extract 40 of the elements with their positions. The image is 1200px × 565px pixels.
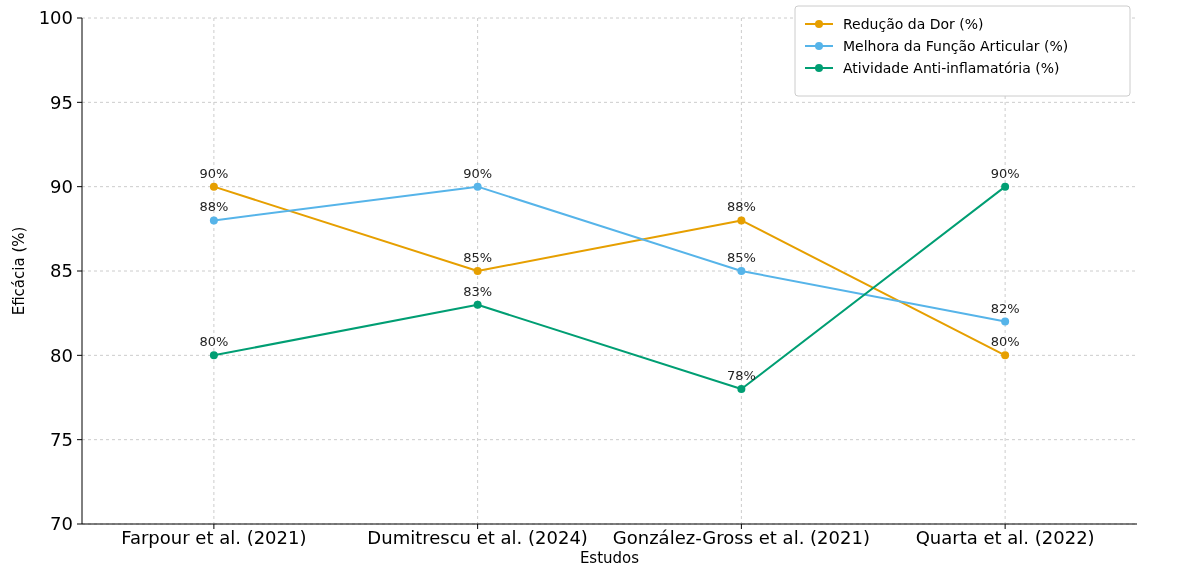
x-tick-label: González-Gross et al. (2021)	[612, 527, 870, 548]
x-tick-label: Quarta et al. (2022)	[915, 527, 1095, 548]
point	[473, 182, 482, 191]
data-label: 80%	[199, 334, 229, 350]
legend-label: Melhora da Função Articular (%)	[843, 37, 1069, 54]
data-label: 83%	[463, 283, 493, 299]
data-label: 85%	[463, 250, 493, 265]
data-label: 90%	[463, 165, 493, 181]
x-tick-label: Dumitrescu et al. (2024)	[367, 527, 588, 548]
y-tick-label: 80	[50, 344, 73, 366]
point	[737, 267, 746, 275]
x-tick-label: Farpour et al. (2021)	[121, 527, 307, 548]
data-label: 85%	[726, 250, 756, 265]
point	[473, 267, 482, 275]
y-tick-label: 85	[50, 260, 73, 282]
y-tick-label: 100	[38, 7, 73, 29]
x-axis-title: Estudos	[579, 549, 640, 565]
data-label: 82%	[990, 300, 1020, 316]
y-tick-label: 75	[50, 428, 73, 450]
y-tick-label: 95	[50, 91, 73, 113]
point	[473, 300, 482, 309]
data-label: 90%	[199, 165, 229, 181]
point	[1001, 182, 1010, 191]
point	[737, 385, 746, 394]
point	[737, 216, 746, 225]
point	[209, 182, 218, 191]
legend-label: Redução da Dor (%)	[843, 15, 984, 32]
y-tick-label: 90	[50, 175, 73, 197]
y-tick-label: 70	[50, 513, 73, 535]
point	[1001, 351, 1010, 360]
point	[209, 216, 218, 225]
point	[1001, 317, 1010, 326]
data-label: 88%	[726, 199, 756, 215]
legend-label: Atividade Anti-inflamatória (%)	[843, 59, 1060, 76]
data-label: 90%	[990, 165, 1020, 181]
point	[209, 351, 218, 360]
data-label: 88%	[199, 199, 229, 215]
data-label: 80%	[990, 334, 1020, 350]
data-label: 78%	[726, 368, 756, 384]
y-axis-title: Eficácia (%)	[10, 226, 28, 316]
